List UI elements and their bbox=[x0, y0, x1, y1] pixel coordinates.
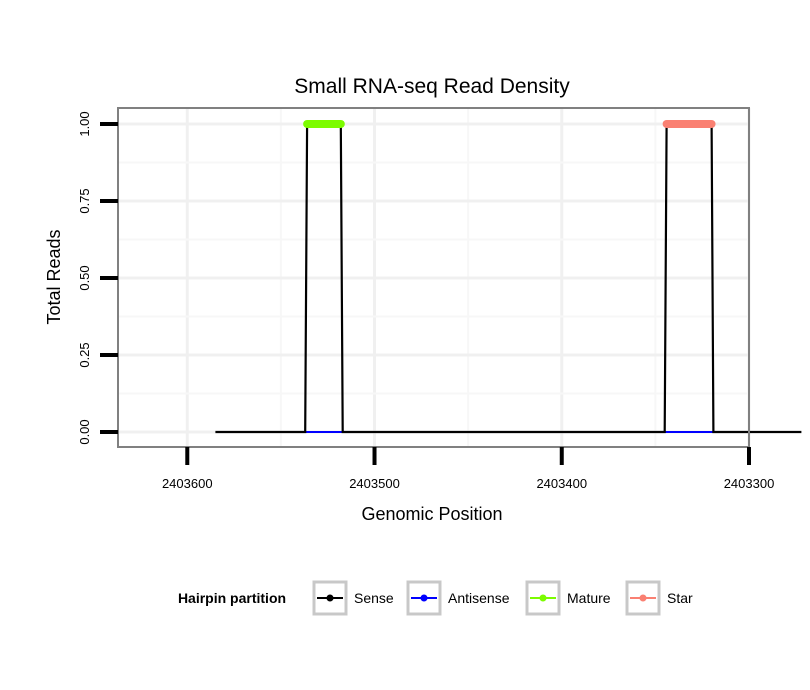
y-axis-label: Total Reads bbox=[44, 229, 64, 324]
y-tick-label: 0.50 bbox=[77, 265, 92, 290]
legend: Hairpin partition Sense Antisense Mature St… bbox=[178, 580, 693, 616]
sense-line bbox=[215, 122, 802, 434]
x-tick-label: 2403300 bbox=[724, 476, 775, 491]
x-tick-label: 2403500 bbox=[349, 476, 400, 491]
legend-key-point bbox=[326, 594, 334, 602]
chart-title: Small RNA-seq Read Density bbox=[294, 75, 570, 98]
x-tick-label: 2403600 bbox=[162, 476, 213, 491]
legend-item-label: Sense bbox=[354, 590, 394, 606]
legend-item-label: Mature bbox=[567, 590, 611, 606]
y-tick-label: 1.00 bbox=[77, 111, 92, 136]
x-tick-label: 2403400 bbox=[536, 476, 587, 491]
x-axis-label: Genomic Position bbox=[361, 504, 502, 524]
y-tick-label: 0.00 bbox=[77, 419, 92, 444]
legend-key-point bbox=[639, 594, 647, 602]
legend-item-label: Star bbox=[667, 590, 693, 606]
legend-item-label: Antisense bbox=[448, 590, 510, 606]
legend-key-point bbox=[420, 594, 428, 602]
y-tick-label: 0.75 bbox=[77, 188, 92, 213]
legend-key-point bbox=[539, 594, 547, 602]
legend-title: Hairpin partition bbox=[178, 590, 286, 606]
y-tick-label: 0.25 bbox=[77, 342, 92, 367]
plot-area: 0.00 0.25 0.50 0.75 1.00 2403600 2403500 240340… bbox=[77, 107, 802, 491]
